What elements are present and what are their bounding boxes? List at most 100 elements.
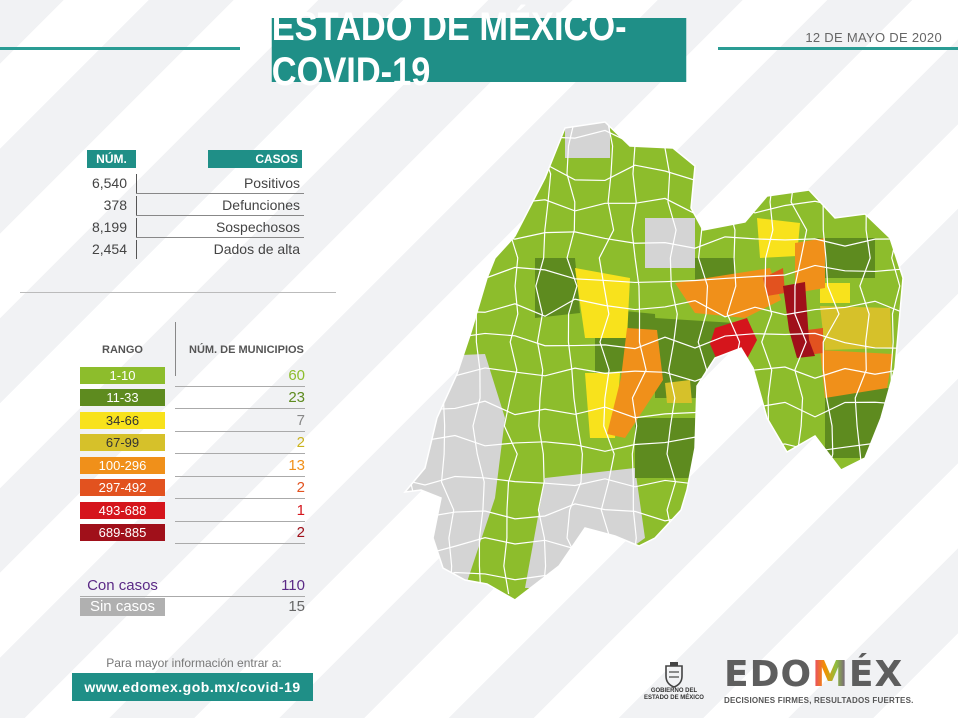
legend-row: 1-10 60 xyxy=(80,367,305,387)
map-region-11-33 xyxy=(635,418,695,478)
row-divider xyxy=(136,240,137,259)
row-rule xyxy=(136,237,304,238)
edomex-tagline: DECISIONES FIRMES, RESULTADOS FUERTES. xyxy=(724,696,914,705)
legend-count: 13 xyxy=(288,457,305,474)
map-regions xyxy=(405,122,903,600)
legend-vertical-rule xyxy=(175,322,176,376)
map-region-34-66 xyxy=(757,218,800,258)
summary-label: Dados de alta xyxy=(213,241,300,257)
edomex-logo: EDOMÉX DECISIONES FIRMES, RESULTADOS FUE… xyxy=(724,656,934,706)
map-region-100-296 xyxy=(607,328,663,438)
municipality-border xyxy=(405,298,903,318)
legend-row: 34-66 7 xyxy=(80,412,305,432)
legend-count: 23 xyxy=(288,389,305,406)
legend-header-range: RANGO xyxy=(102,344,143,356)
municipality-border xyxy=(598,122,615,595)
municipality-border xyxy=(566,122,584,595)
map-region-689-885 xyxy=(783,282,815,358)
municipality-border xyxy=(664,122,678,595)
summary-value: 8,199 xyxy=(91,219,127,235)
legend-row: 67-99 2 xyxy=(80,434,305,454)
row-divider xyxy=(136,174,137,193)
legend-underline xyxy=(175,498,305,499)
summary-label: Defunciones xyxy=(222,197,300,213)
without-cases-count: 15 xyxy=(288,598,305,615)
municipality-border xyxy=(406,122,423,595)
legend-range-swatch: 297-492 xyxy=(80,479,165,496)
info-text: Para mayor información entrar a: xyxy=(106,656,282,670)
legend-count: 2 xyxy=(296,434,305,451)
header-rule-right xyxy=(718,47,958,50)
legend-underline xyxy=(175,521,305,522)
summary-label: Sospechosos xyxy=(215,219,300,235)
legend-underline xyxy=(175,476,305,477)
row-divider xyxy=(136,218,137,237)
legend-count: 1 xyxy=(296,502,305,519)
website-link[interactable]: www.edomex.gob.mx/covid-19 xyxy=(72,673,313,701)
legend-row: 689-885 2 xyxy=(80,524,305,544)
page-title: ESTADO DE MÉXICO-COVID-19 xyxy=(271,5,687,94)
map-region-67-99 xyxy=(665,380,692,403)
summary-value: 2,454 xyxy=(91,241,127,257)
legend-count: 2 xyxy=(296,524,305,541)
municipality-border xyxy=(535,122,552,595)
legend-range-swatch: 67-99 xyxy=(80,434,165,451)
legend-range-swatch: 34-66 xyxy=(80,412,165,429)
summary-header-num: NÚM. xyxy=(87,150,136,168)
legend-header-count: NÚM. DE MUNICIPIOS xyxy=(189,344,304,356)
summary-row-sospechosos: 8,199 Sospechosos xyxy=(80,216,304,238)
row-divider xyxy=(136,196,137,215)
edomex-wordmark: EDOMÉX xyxy=(724,656,934,694)
with-cases-underline xyxy=(80,596,305,597)
header-rule-left xyxy=(0,47,240,50)
municipality-border xyxy=(405,129,903,146)
government-line2: ESTADO DE MÉXICO xyxy=(644,695,704,701)
summary-header-cases: CASOS xyxy=(208,150,302,168)
state-seal-icon xyxy=(665,662,683,688)
with-cases-row: Con casos 110 xyxy=(80,577,305,597)
logo-part-m: M xyxy=(812,654,849,695)
summary-value: 378 xyxy=(103,197,127,213)
municipality-map xyxy=(403,121,904,601)
legend-count: 7 xyxy=(296,412,305,429)
legend-range-swatch: 689-885 xyxy=(80,524,165,541)
summary-row-defunciones: 378 Defunciones xyxy=(80,194,304,216)
row-rule xyxy=(136,215,304,216)
map-region-100-296 xyxy=(820,350,893,398)
with-cases-label: Con casos xyxy=(87,577,158,594)
report-date: 12 DE MAYO DE 2020 xyxy=(805,30,942,45)
map-region-67-99 xyxy=(820,306,892,350)
summary-value: 6,540 xyxy=(91,175,127,191)
section-divider xyxy=(20,292,336,293)
legend-range-swatch: 11-33 xyxy=(80,389,165,406)
summary-row-dados-de-alta: 2,454 Dados de alta xyxy=(80,238,304,260)
summary-label: Positivos xyxy=(243,175,300,191)
summary-row-positivos: 6,540 Positivos xyxy=(80,172,304,194)
map-region-no-cases xyxy=(565,122,610,158)
legend-range-swatch: 1-10 xyxy=(80,367,165,384)
state-outline xyxy=(403,121,904,601)
municipality-border xyxy=(631,122,647,595)
legend-range-swatch: 100-296 xyxy=(80,457,165,474)
municipality-border xyxy=(405,400,903,419)
row-rule xyxy=(136,193,304,194)
legend-count: 60 xyxy=(288,367,305,384)
legend-underline xyxy=(175,408,305,409)
government-logo: GOBIERNO DEL ESTADO DE MÉXICO xyxy=(636,662,712,702)
legend-underline xyxy=(175,543,305,544)
municipality-border xyxy=(405,332,903,350)
municipality-border xyxy=(726,122,744,595)
legend-underline xyxy=(175,386,305,387)
logo-part-3: ÉX xyxy=(848,654,904,695)
legend-row: 11-33 23 xyxy=(80,389,305,409)
legend-underline xyxy=(175,453,305,454)
without-cases-label: Sin casos xyxy=(80,598,165,616)
legend-row: 493-688 1 xyxy=(80,502,305,522)
logo-part-1: EDO xyxy=(724,654,813,695)
legend-row: 100-296 13 xyxy=(80,457,305,477)
without-cases-row: Sin casos 15 xyxy=(80,598,305,618)
government-line1: GOBIERNO DEL xyxy=(650,688,698,694)
legend-underline xyxy=(175,431,305,432)
legend-range-swatch: 493-688 xyxy=(80,502,165,519)
map-region-34-66 xyxy=(575,268,630,338)
